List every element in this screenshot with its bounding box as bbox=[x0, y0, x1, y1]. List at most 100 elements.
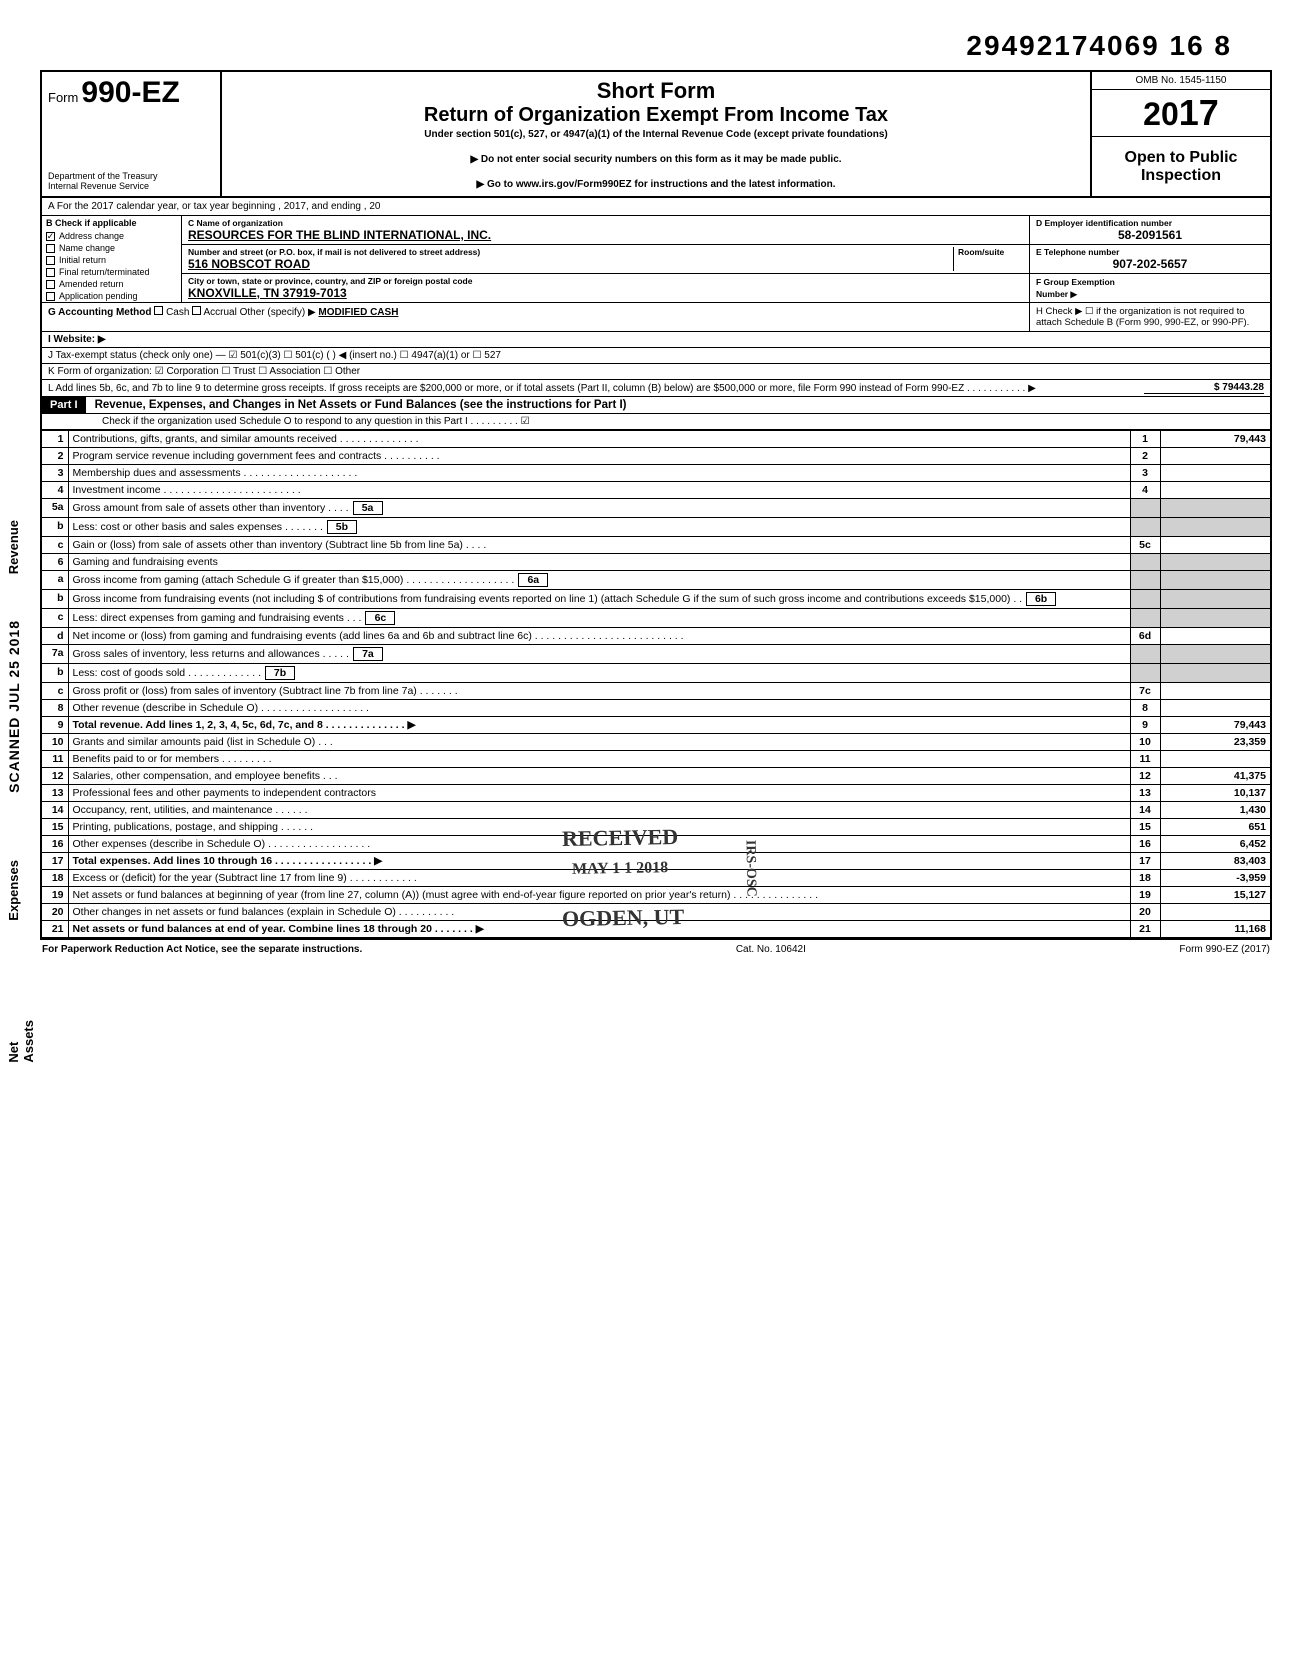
line-8: 8Other revenue (describe in Schedule O) … bbox=[42, 700, 1270, 717]
col-b-label: B Check if applicable bbox=[42, 216, 181, 230]
lbl-g: G Accounting Method bbox=[48, 307, 152, 318]
year-prefix: 20 bbox=[1143, 96, 1179, 132]
chk-accrual[interactable] bbox=[192, 306, 201, 315]
line-13: 13Professional fees and other payments t… bbox=[42, 785, 1270, 802]
part-1-header: Part I Revenue, Expenses, and Changes in… bbox=[42, 397, 1270, 414]
org-address: 516 NOBSCOT ROAD bbox=[188, 257, 953, 271]
lbl-name-change: Name change bbox=[59, 243, 115, 253]
part-1-table: 1Contributions, gifts, grants, and simil… bbox=[42, 430, 1270, 938]
instr-url: ▶ Go to www.irs.gov/Form990EZ for instru… bbox=[232, 179, 1080, 190]
org-name: RESOURCES FOR THE BLIND INTERNATIONAL, I… bbox=[188, 228, 1023, 242]
lbl-org-name: C Name of organization bbox=[188, 218, 1023, 228]
open-to-public: Open to Public Inspection bbox=[1092, 137, 1270, 196]
row-h-schedule-b: H Check ▶ ☐ if the organization is not r… bbox=[1030, 303, 1270, 331]
part-1-check-o: Check if the organization used Schedule … bbox=[42, 414, 1270, 430]
footer-cat-no: Cat. No. 10642I bbox=[736, 944, 806, 955]
row-j-tax-status: J Tax-exempt status (check only one) — ☑… bbox=[42, 348, 1270, 364]
form-prefix: Form bbox=[48, 90, 78, 105]
row-a-tax-year: A For the 2017 calendar year, or tax yea… bbox=[42, 198, 1270, 216]
line-6: 6Gaming and fundraising events bbox=[42, 554, 1270, 571]
line-11: 11Benefits paid to or for members . . . … bbox=[42, 751, 1270, 768]
lbl-amended: Amended return bbox=[59, 279, 124, 289]
title-return: Return of Organization Exempt From Incom… bbox=[232, 104, 1080, 127]
row-l-amount: 79443.28 bbox=[1222, 382, 1264, 393]
part-1-title: Revenue, Expenses, and Changes in Net As… bbox=[89, 397, 633, 413]
form-header: Form 990-EZ Department of the Treasury I… bbox=[42, 72, 1270, 198]
part-1-label: Part I bbox=[42, 397, 86, 413]
chk-initial-return[interactable] bbox=[46, 256, 55, 265]
line-17: 17Total expenses. Add lines 10 through 1… bbox=[42, 853, 1270, 870]
chk-name-change[interactable] bbox=[46, 244, 55, 253]
row-g-accounting: G Accounting Method Cash Accrual Other (… bbox=[42, 303, 1030, 331]
year-suffix: 17 bbox=[1179, 92, 1219, 133]
line-5b: bLess: cost or other basis and sales exp… bbox=[42, 518, 1270, 537]
col-d-ids: D Employer identification number 58-2091… bbox=[1030, 216, 1270, 302]
chk-app-pending[interactable] bbox=[46, 292, 55, 301]
lbl-group-number: Number ▶ bbox=[1036, 289, 1077, 299]
lbl-address-change: Address change bbox=[59, 231, 124, 241]
lbl-city: City or town, state or province, country… bbox=[188, 276, 1023, 286]
row-i-website: I Website: ▶ bbox=[42, 332, 1270, 348]
page-footer: For Paperwork Reduction Act Notice, see … bbox=[40, 940, 1272, 959]
line-14: 14Occupancy, rent, utilities, and mainte… bbox=[42, 802, 1270, 819]
line-15: 15Printing, publications, postage, and s… bbox=[42, 819, 1270, 836]
accounting-other-value: MODIFIED CASH bbox=[318, 307, 398, 318]
line-7a: 7aGross sales of inventory, less returns… bbox=[42, 645, 1270, 664]
line-12: 12Salaries, other compensation, and empl… bbox=[42, 768, 1270, 785]
line-21: 21Net assets or fund balances at end of … bbox=[42, 921, 1270, 938]
org-city: KNOXVILLE, TN 37919-7013 bbox=[188, 286, 1023, 300]
chk-final-return[interactable] bbox=[46, 268, 55, 277]
form-number: 990-EZ bbox=[81, 76, 179, 109]
line-2: 2Program service revenue including gover… bbox=[42, 448, 1270, 465]
lbl-other: Other (specify) ▶ bbox=[240, 307, 316, 318]
scanned-stamp: SCANNED JUL 25 2018 bbox=[6, 620, 22, 793]
col-b-checkboxes: B Check if applicable ✓ Address change Na… bbox=[42, 216, 182, 302]
line-19: 19Net assets or fund balances at beginni… bbox=[42, 887, 1270, 904]
phone: 907-202-5657 bbox=[1036, 257, 1264, 271]
chk-address-change[interactable]: ✓ bbox=[46, 232, 55, 241]
footer-form-ref: Form 990-EZ (2017) bbox=[1179, 944, 1270, 955]
line-16: 16Other expenses (describe in Schedule O… bbox=[42, 836, 1270, 853]
lbl-phone: E Telephone number bbox=[1036, 247, 1264, 257]
form-990ez: Form 990-EZ Department of the Treasury I… bbox=[40, 70, 1272, 940]
chk-amended[interactable] bbox=[46, 280, 55, 289]
line-20: 20Other changes in net assets or fund ba… bbox=[42, 904, 1270, 921]
document-locator-number: 29492174069 16 8 bbox=[40, 30, 1272, 62]
header-right: OMB No. 1545-1150 2017 Open to Public In… bbox=[1090, 72, 1270, 196]
header-left: Form 990-EZ Department of the Treasury I… bbox=[42, 72, 222, 196]
lbl-final-return: Final return/terminated bbox=[59, 267, 150, 277]
line-10: 10Grants and similar amounts paid (list … bbox=[42, 734, 1270, 751]
ein: 58-2091561 bbox=[1036, 228, 1264, 242]
line-18: 18Excess or (deficit) for the year (Subt… bbox=[42, 870, 1270, 887]
section-revenue-label: Revenue bbox=[6, 520, 21, 574]
title-subtitle: Under section 501(c), 527, or 4947(a)(1)… bbox=[232, 129, 1080, 140]
row-l-text: L Add lines 5b, 6c, and 7b to line 9 to … bbox=[48, 383, 1138, 394]
line-4: 4Investment income . . . . . . . . . . .… bbox=[42, 482, 1270, 499]
line-6a: aGross income from gaming (attach Schedu… bbox=[42, 571, 1270, 590]
lbl-app-pending: Application pending bbox=[59, 291, 138, 301]
line-9: 9Total revenue. Add lines 1, 2, 3, 4, 5c… bbox=[42, 717, 1270, 734]
section-expenses-label: Expenses bbox=[6, 860, 21, 921]
lbl-group-exempt: F Group Exemption bbox=[1036, 277, 1115, 287]
line-6d: dNet income or (loss) from gaming and fu… bbox=[42, 628, 1270, 645]
lbl-accrual: Accrual bbox=[203, 307, 236, 318]
open-line1: Open to Public bbox=[1094, 149, 1268, 167]
lbl-initial-return: Initial return bbox=[59, 255, 106, 265]
line-7b: bLess: cost of goods sold . . . . . . . … bbox=[42, 664, 1270, 683]
col-c-org-info: C Name of organization RESOURCES FOR THE… bbox=[182, 216, 1030, 302]
lbl-address: Number and street (or P.O. box, if mail … bbox=[188, 247, 953, 257]
line-3: 3Membership dues and assessments . . . .… bbox=[42, 465, 1270, 482]
tax-year: 2017 bbox=[1092, 90, 1270, 137]
entity-block: B Check if applicable ✓ Address change Na… bbox=[42, 216, 1270, 303]
chk-cash[interactable] bbox=[154, 306, 163, 315]
title-short-form: Short Form bbox=[232, 78, 1080, 104]
header-center: Short Form Return of Organization Exempt… bbox=[222, 72, 1090, 196]
lbl-cash: Cash bbox=[166, 307, 189, 318]
line-6c: cLess: direct expenses from gaming and f… bbox=[42, 609, 1270, 628]
footer-paperwork: For Paperwork Reduction Act Notice, see … bbox=[42, 944, 362, 955]
line-6b: bGross income from fundraising events (n… bbox=[42, 590, 1270, 609]
omb-number: OMB No. 1545-1150 bbox=[1092, 72, 1270, 90]
row-k-org-form: K Form of organization: ☑ Corporation ☐ … bbox=[42, 364, 1270, 380]
line-1: 1Contributions, gifts, grants, and simil… bbox=[42, 431, 1270, 448]
row-l-gross-receipts: L Add lines 5b, 6c, and 7b to line 9 to … bbox=[42, 380, 1270, 397]
